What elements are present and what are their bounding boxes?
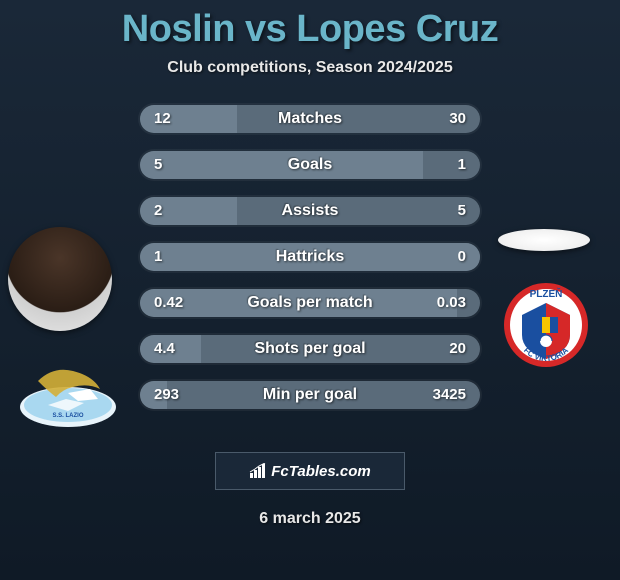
stats-bars: 12Matches305Goals12Assists51Hattricks00.… (140, 105, 480, 427)
stat-value-right: 3425 (433, 381, 466, 409)
club-right-text-top: PLZEŇ (530, 287, 563, 300)
brand-box[interactable]: FcTables.com (215, 452, 405, 490)
stat-value-right: 0 (458, 243, 466, 271)
stat-value-left: 1 (154, 243, 162, 271)
stat-label: Min per goal (140, 381, 480, 409)
stat-value-left: 0.42 (154, 289, 183, 317)
stat-value-left: 5 (154, 151, 162, 179)
stat-value-left: 12 (154, 105, 171, 133)
stat-label: Hattricks (140, 243, 480, 271)
stat-row: 4.4Shots per goal20 (140, 335, 480, 363)
stat-label: Goals per match (140, 289, 480, 317)
stat-value-left: 293 (154, 381, 179, 409)
player-left-avatar (8, 227, 112, 331)
stat-row: 2Assists5 (140, 197, 480, 225)
club-right-badge: PLZEŇ FC VIKTORIA (496, 281, 596, 369)
stat-label: Matches (140, 105, 480, 133)
stat-value-left: 2 (154, 197, 162, 225)
stat-value-left: 4.4 (154, 335, 175, 363)
player-right-avatar (498, 229, 590, 251)
stat-label: Shots per goal (140, 335, 480, 363)
svg-text:S.S. LAZIO: S.S. LAZIO (52, 413, 83, 419)
stat-value-right: 30 (449, 105, 466, 133)
club-left-badge: S.S. LAZIO (18, 361, 118, 427)
stat-value-right: 1 (458, 151, 466, 179)
stat-value-right: 0.03 (437, 289, 466, 317)
stat-row: 12Matches30 (140, 105, 480, 133)
stat-row: 1Hattricks0 (140, 243, 480, 271)
page-title: Noslin vs Lopes Cruz (0, 0, 620, 51)
date-text: 6 march 2025 (0, 510, 620, 528)
stat-label: Assists (140, 197, 480, 225)
stat-value-right: 5 (458, 197, 466, 225)
stat-row: 293Min per goal3425 (140, 381, 480, 409)
stat-value-right: 20 (449, 335, 466, 363)
stat-row: 0.42Goals per match0.03 (140, 289, 480, 317)
stat-label: Goals (140, 151, 480, 179)
brand-text: FcTables.com (271, 463, 370, 480)
chart-icon (249, 463, 267, 479)
stat-row: 5Goals1 (140, 151, 480, 179)
page-subtitle: Club competitions, Season 2024/2025 (0, 59, 620, 77)
comparison-content: S.S. LAZIO PLZEŇ FC VIKTORIA 12Matches30… (0, 105, 620, 435)
